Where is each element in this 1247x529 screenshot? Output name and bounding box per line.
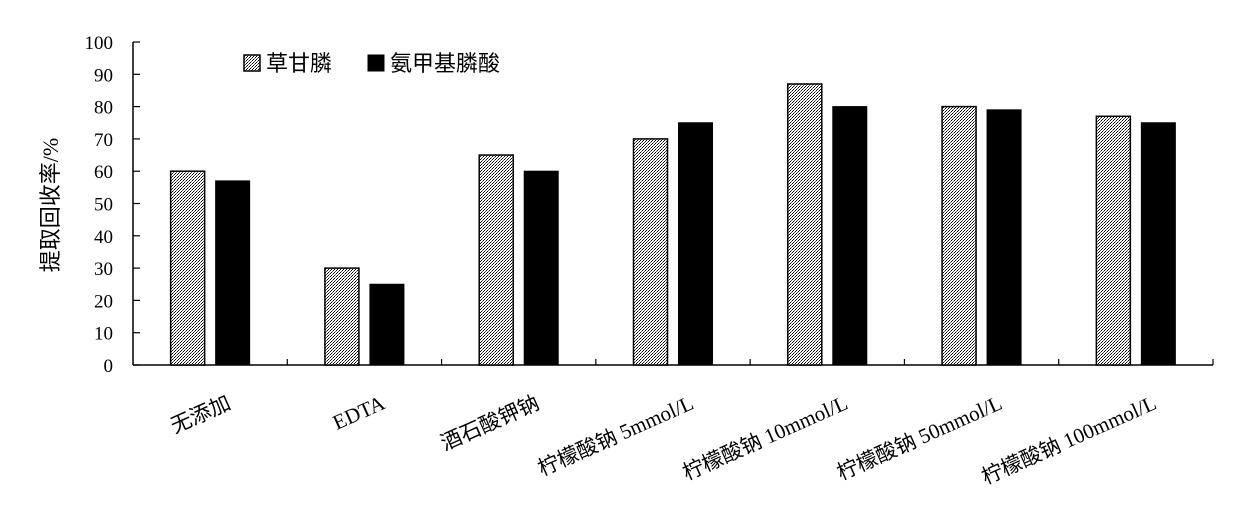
category-label: 柠檬酸钠 10mmol/L [679,391,851,485]
y-tick-label: 40 [94,227,113,248]
y-tick-label: 70 [94,130,113,151]
y-tick-labels: 0 10 20 30 40 50 60 70 80 90 100 [85,33,114,377]
bar-2-series-0 [478,154,514,366]
legend-swatch [367,54,385,72]
y-tick-label: 20 [94,291,113,312]
y-tick-label: 90 [94,65,113,86]
category-label: EDTA [329,390,389,434]
category-label: 柠檬酸钠 100mmol/L [978,391,1160,490]
bar-1-series-0 [324,267,360,366]
y-tick-label: 50 [94,195,113,216]
bar-5-series-1 [986,109,1022,366]
legend-swatch [243,54,261,72]
bar-0-series-1 [215,180,251,366]
bar-5-series-0 [941,105,977,366]
bar-6-series-1 [1140,122,1176,366]
legend: 草甘膦 氨甲基膦酸 [243,51,500,76]
y-tick-label: 100 [85,33,114,54]
bar-3-series-1 [678,122,713,366]
y-axis-title: 提取回收率/% [38,138,63,272]
legend-label: 氨甲基膦酸 [390,51,500,76]
category-label: 无添加 [167,391,234,439]
bar-2-series-1 [523,170,559,366]
bar-4-series-1 [832,106,868,366]
category-label: 柠檬酸钠 5mmol/L [534,391,697,481]
bar-3-series-0 [632,138,669,366]
y-tick-label: 60 [94,162,113,183]
bar-6-series-0 [1095,115,1132,366]
bars [169,83,1176,366]
y-tick-label: 30 [94,259,113,280]
axes [132,41,1214,366]
y-tick-label: 10 [94,324,113,345]
bar-1-series-1 [369,283,405,366]
legend-label: 草甘膦 [266,51,332,76]
bar-0-series-0 [169,170,206,366]
y-tick-label: 80 [94,98,113,119]
y-tick-label: 0 [104,356,114,377]
category-label: 酒石酸钾钠 [437,391,543,456]
bar-4-series-0 [787,83,823,366]
